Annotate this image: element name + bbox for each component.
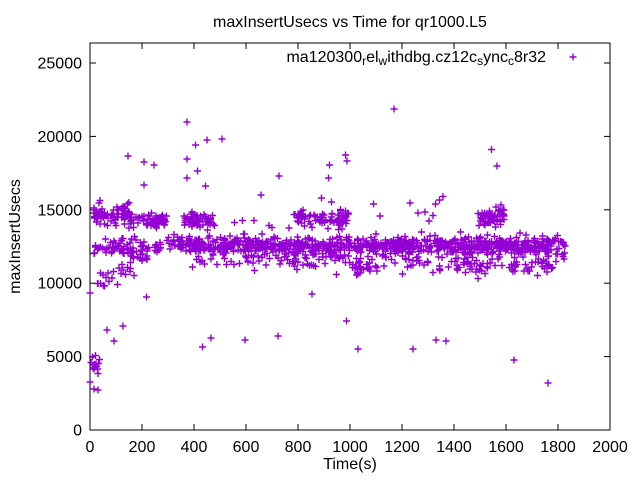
x-tick-label: 400 <box>181 439 208 456</box>
axis-ticks <box>89 43 611 431</box>
y-tick-label: 10000 <box>38 276 83 293</box>
y-tick-label: 20000 <box>38 129 83 146</box>
x-tick-label: 1000 <box>332 439 368 456</box>
x-tick-label: 800 <box>285 439 312 456</box>
x-tick-label: 600 <box>233 439 260 456</box>
legend-point-marker-icon <box>569 53 577 61</box>
legend-label: ma120300relwithdbg.cz12csyncc8r32 <box>286 49 546 68</box>
chart-title: maxInsertUsecs vs Time for qr1000.L5 <box>213 14 487 31</box>
y-tick-label: 0 <box>73 423 82 440</box>
tick-labels: 0 200 400 600 800 1000 1200 1400 1600 1800 2000050… <box>38 56 628 457</box>
y-tick-label: 5000 <box>46 349 82 366</box>
legend: ma120300relwithdbg.cz12csyncc8r32 <box>286 49 577 68</box>
x-tick-label: 2000 <box>592 439 628 456</box>
x-tick-label: 1200 <box>384 439 420 456</box>
y-tick-label: 25000 <box>38 56 83 73</box>
x-tick-label: 0 <box>86 439 95 456</box>
y-axis-label: maxInsertUsecs <box>7 179 24 294</box>
x-tick-label: 1600 <box>488 439 524 456</box>
y-tick-label: 15000 <box>38 202 83 219</box>
data-points <box>86 105 569 394</box>
x-axis-label: Time(s) <box>323 456 377 473</box>
x-tick-label: 1800 <box>540 439 576 456</box>
x-tick-label: 200 <box>129 439 156 456</box>
x-tick-label: 1400 <box>436 439 472 456</box>
scatter-points <box>86 105 569 394</box>
